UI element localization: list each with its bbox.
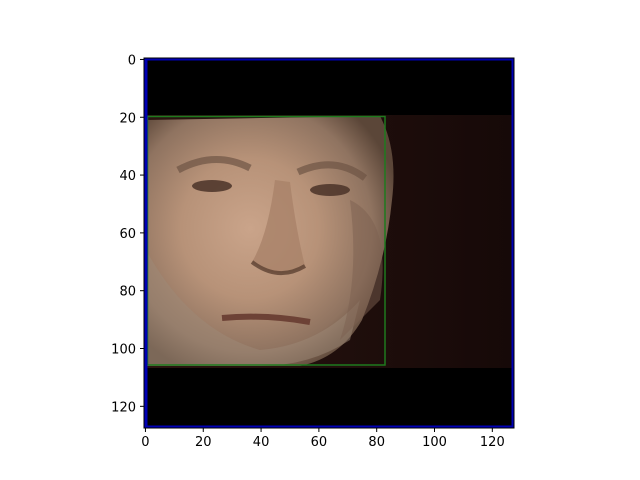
x-axis: 0 20 40 60 80 100 120 <box>141 428 505 450</box>
y-tick-label: 60 <box>119 227 136 242</box>
y-tick-label: 100 <box>111 343 136 358</box>
image-frame <box>144 57 515 429</box>
x-tick-label: 20 <box>195 435 212 450</box>
axes-spines <box>143 57 515 429</box>
x-tick-label: 120 <box>480 435 505 450</box>
y-tick-label: 20 <box>119 111 136 126</box>
y-tick-label: 120 <box>111 400 136 415</box>
x-tick-label: 60 <box>311 435 328 450</box>
x-tick-label: 80 <box>368 435 385 450</box>
x-tick-label: 100 <box>422 435 447 450</box>
y-tick-label: 40 <box>119 169 136 184</box>
y-axis: 0 20 40 60 80 100 120 <box>111 53 144 415</box>
x-tick-label: 0 <box>141 435 149 450</box>
y-tick-label: 80 <box>119 285 136 300</box>
y-tick-label: 0 <box>128 53 136 68</box>
face-photo <box>146 116 394 366</box>
x-tick-label: 40 <box>253 435 270 450</box>
image-area <box>146 59 513 427</box>
